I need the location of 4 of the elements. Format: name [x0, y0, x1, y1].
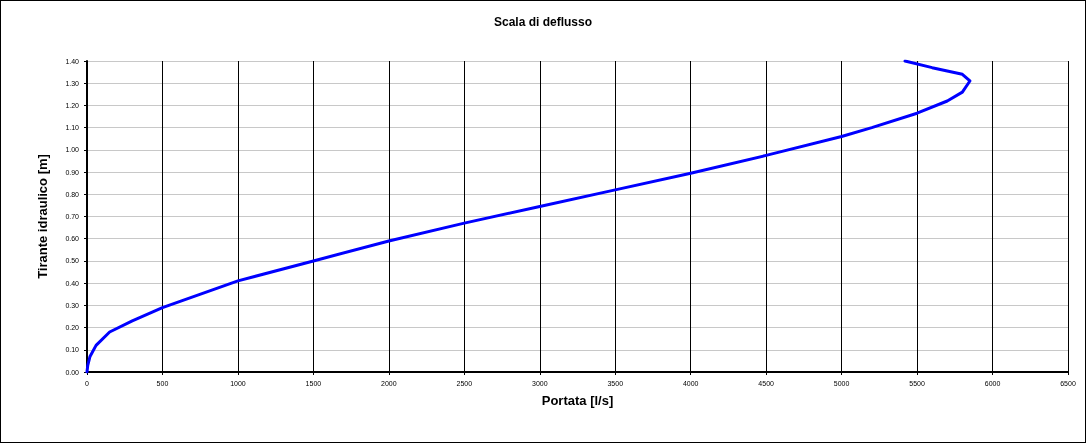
- line-series: [85, 59, 972, 374]
- chart-title: Scala di deflusso: [493, 15, 593, 29]
- x-axis-title: Portata [l/s]: [541, 393, 614, 408]
- y-axis-title: Tirante idraulico [m]: [35, 154, 50, 279]
